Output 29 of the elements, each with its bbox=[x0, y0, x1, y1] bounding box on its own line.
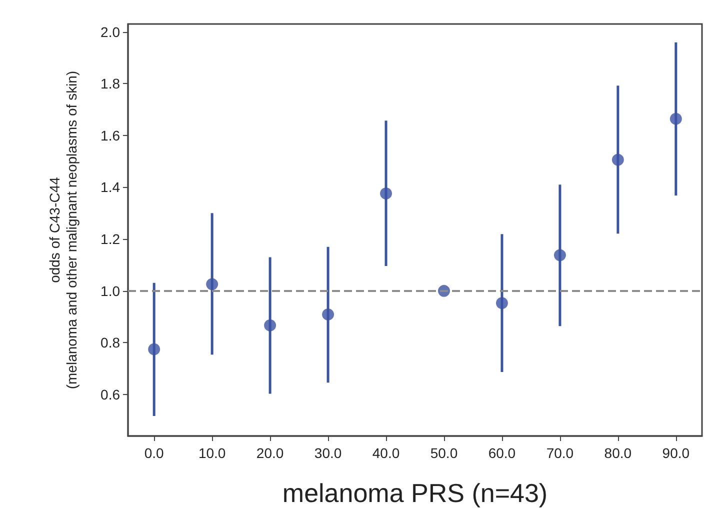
x-tick-label: 30.0 bbox=[314, 445, 342, 461]
point bbox=[670, 112, 682, 125]
x-tick-label: 40.0 bbox=[372, 445, 400, 461]
x-tick-label: 60.0 bbox=[488, 445, 516, 461]
y-tick-label: 2.0 bbox=[100, 24, 120, 40]
y-tick-label: 1.2 bbox=[100, 231, 120, 248]
y-tick-label: 1.8 bbox=[100, 76, 120, 92]
x-tick-label: 20.0 bbox=[256, 445, 284, 461]
point bbox=[554, 249, 566, 262]
point bbox=[264, 319, 276, 332]
y-tick-label: 1.0 bbox=[100, 282, 120, 299]
x-tick-label: 0.0 bbox=[144, 445, 164, 461]
y-tick-label: 1.6 bbox=[100, 127, 120, 144]
point bbox=[206, 278, 218, 290]
x-tick-label: 10.0 bbox=[198, 445, 226, 461]
x-tick-label: 70.0 bbox=[546, 445, 574, 461]
y-tick-label: 1.4 bbox=[100, 179, 120, 196]
y-tick-label: 0.6 bbox=[100, 386, 120, 403]
point bbox=[496, 297, 508, 310]
x-axis-title: melanoma PRS (n=43) bbox=[282, 478, 548, 508]
x-tick-label: 80.0 bbox=[604, 445, 632, 461]
point bbox=[322, 308, 334, 320]
point bbox=[148, 343, 160, 356]
point bbox=[380, 187, 392, 200]
point bbox=[612, 154, 624, 166]
x-tick-label: 50.0 bbox=[430, 445, 458, 461]
y-axis-title: odds of C43-C44 (melanoma and other malignant neoplasms of skin) bbox=[46, 70, 80, 390]
x-tick-label: 90.0 bbox=[662, 445, 690, 461]
y-tick-label: 0.8 bbox=[100, 334, 120, 351]
